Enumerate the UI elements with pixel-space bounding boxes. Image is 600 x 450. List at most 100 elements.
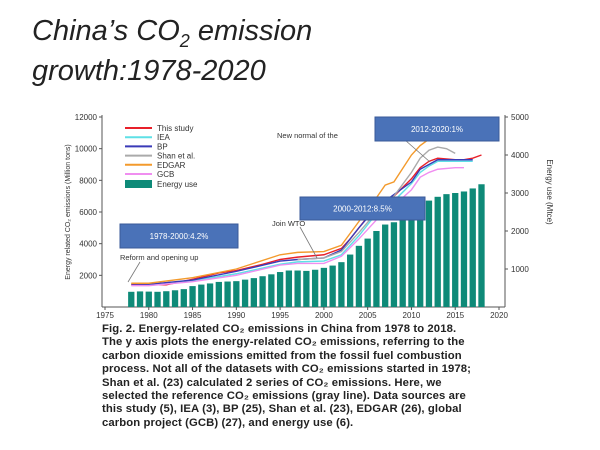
series-line-edgar (131, 129, 439, 284)
energy-use-bar (460, 191, 468, 307)
energy-use-bar (320, 267, 328, 307)
energy-use-bar (189, 286, 196, 307)
energy-use-bar (303, 270, 310, 307)
energy-use-bar (355, 245, 363, 307)
energy-use-bar (311, 269, 319, 307)
annotation-label: Join WTO (272, 219, 305, 228)
series-line-bp (131, 159, 473, 286)
caption-line: Shan et al. (23) calculated 2 series of … (102, 376, 442, 389)
energy-use-bar (329, 265, 336, 307)
energy-use-bar (285, 270, 293, 307)
figure-caption: Fig. 2. Energy-related CO₂ emissions in … (102, 323, 572, 430)
y2-tick-label: 2000 (511, 227, 529, 236)
energy-use-bar (347, 254, 354, 307)
energy-use-bar (241, 279, 249, 307)
legend-label: EDGAR (157, 161, 186, 170)
energy-use-bar (390, 222, 398, 307)
legend-swatch (125, 180, 152, 188)
energy-use-bar (171, 290, 179, 307)
y-tick-label: 10000 (75, 145, 98, 154)
x-tick-label: 1990 (227, 311, 245, 320)
y2-tick-label: 4000 (511, 151, 529, 160)
series-line-gcb (131, 166, 464, 287)
energy-use-bar (276, 272, 284, 307)
caption-line: carbon dioxide emissions emitted from th… (102, 349, 462, 362)
annotation-label: Reform and opening up (120, 253, 198, 262)
legend-label: Shan et al. (157, 152, 195, 161)
energy-use-bar (215, 281, 222, 307)
caption-line: carbon project (GCB) (27), and energy us… (102, 416, 354, 429)
annotation-box-text: 2012-2020:1% (411, 125, 463, 134)
series-line-shan-et-al- (297, 146, 456, 261)
annotation-box (374, 116, 500, 142)
y-tick-label: 2000 (79, 271, 97, 280)
energy-use-bar (399, 215, 406, 307)
legend-label: GCB (157, 170, 174, 179)
y2-tick-label: 5000 (511, 113, 529, 122)
energy-use-bar (145, 291, 152, 307)
energy-use-bar (425, 200, 433, 307)
energy-use-bar (364, 238, 371, 307)
legend-label: This study (157, 124, 193, 133)
energy-use-bar (417, 204, 424, 307)
energy-use-bar (443, 194, 450, 307)
title-text-end: emission (189, 15, 313, 47)
y-axis-label: Energy related CO₂ emissions (Million to… (65, 144, 72, 279)
energy-use-bar (469, 188, 476, 307)
series-line-iea (148, 160, 473, 286)
energy-use-bar (259, 276, 266, 307)
annotation-box-text: 2000-2012:8.5% (333, 205, 392, 214)
energy-use-bar (163, 291, 170, 307)
x-tick-label: 1995 (271, 311, 289, 320)
annotation-box (299, 196, 426, 221)
x-tick-label: 2010 (403, 311, 421, 320)
y-tick-label: 12000 (75, 113, 98, 122)
caption-line: The y axis plots the energy-related CO₂ … (102, 336, 465, 349)
annotation-arrow (299, 226, 318, 259)
energy-use-bar (206, 283, 214, 307)
energy-use-bar (408, 208, 415, 307)
energy-use-bar (452, 193, 459, 307)
caption-line: Fig. 2. Energy-related CO₂ emissions in … (102, 323, 457, 335)
y-tick-label: 6000 (79, 208, 97, 217)
energy-use-bar (224, 281, 231, 307)
title-subscript: 2 (179, 30, 190, 51)
y-tick-label: 4000 (79, 240, 97, 249)
annotation-label: New normal of the (277, 131, 338, 140)
energy-use-bar (294, 270, 301, 307)
annotation-arrow (404, 139, 431, 163)
y2-tick-label: 1000 (511, 265, 529, 274)
y-tick-label: 8000 (79, 176, 97, 185)
annotation-box (119, 223, 239, 249)
x-tick-label: 1975 (96, 311, 114, 320)
x-tick-label: 2000 (315, 311, 333, 320)
slide-title-line1: China’s CO2 emission (32, 14, 312, 58)
caption-line: selected the reference CO₂ emissions (gr… (102, 390, 466, 403)
y2-axis-label: Energy use (Mtce) (545, 159, 554, 225)
caption-line: this study (5), IEA (3), BP (25), Shan e… (102, 403, 462, 416)
slide-title-line2: growth:1978-2020 (32, 55, 266, 87)
x-tick-label: 2015 (446, 311, 464, 320)
legend-label: Energy use (157, 180, 198, 189)
x-tick-label: 1980 (140, 311, 158, 320)
energy-use-bar (180, 289, 187, 307)
title-text: China’s CO (32, 15, 180, 47)
annotation-arrow (127, 261, 141, 283)
energy-use-bar (128, 291, 135, 307)
caption-line: process. Not all of the datasets with CO… (102, 363, 472, 376)
energy-use-bar (478, 184, 485, 307)
emissions-chart: 1975 1980 1985 1990 1995 2000 2005 2010 2015 2020… (65, 113, 554, 320)
legend-label: BP (157, 142, 168, 151)
energy-use-bar (198, 284, 205, 307)
legend-label: IEA (157, 133, 171, 142)
energy-use-bar (250, 278, 257, 307)
energy-use-bar (382, 224, 389, 307)
energy-use-bar (338, 262, 345, 307)
x-tick-label: 2005 (359, 311, 377, 320)
annotation-box-text: 1978-2000:4.2% (150, 232, 209, 241)
y2-tick-label: 3000 (511, 189, 529, 198)
energy-use-bar (154, 291, 161, 307)
energy-use-bar (268, 274, 275, 307)
energy-use-bar (233, 281, 240, 307)
